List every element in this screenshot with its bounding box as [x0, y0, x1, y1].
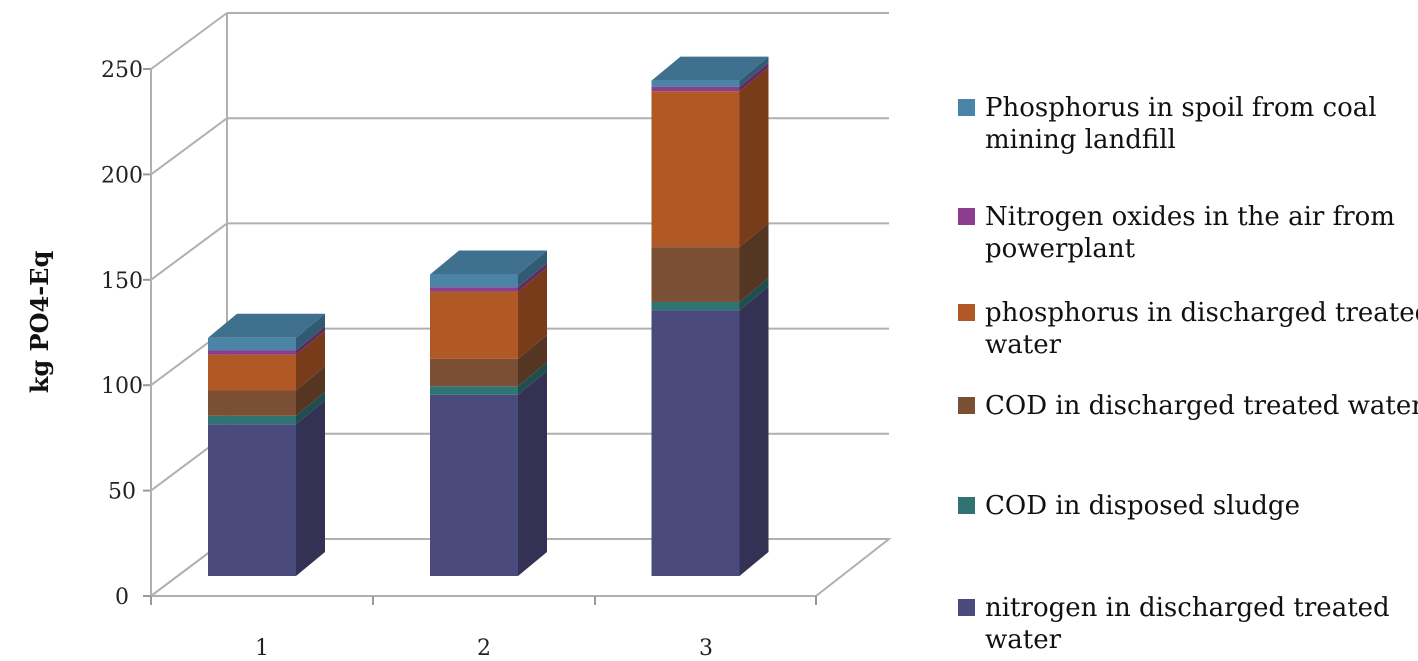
- bar-segment: [208, 354, 296, 391]
- gridline-side: [150, 117, 228, 176]
- bar-segment: [430, 287, 518, 292]
- bar-top-face: [208, 313, 325, 338]
- bar-segment-side: [518, 362, 547, 395]
- bar-segment-side: [739, 223, 769, 302]
- bar-segment-side: [296, 326, 325, 355]
- bar-segment: [430, 291, 518, 359]
- bars-layer: [208, 56, 769, 576]
- bar-top-face: [651, 56, 769, 81]
- bar-segment: [651, 247, 740, 302]
- gridline-side: [150, 12, 228, 70]
- bar-segment: [208, 337, 296, 351]
- bar-segment: [651, 80, 740, 87]
- bar-segment-side: [739, 67, 769, 248]
- bar-segment-side: [296, 391, 325, 425]
- gridline-side: [150, 222, 228, 281]
- y-tick-label: 150: [101, 269, 143, 294]
- legend-label: Nitrogen oxides in the air from powerpla…: [985, 202, 1395, 264]
- bar-top-face: [430, 250, 547, 275]
- bar-segment-side: [518, 370, 547, 576]
- legend-swatch: [958, 497, 975, 514]
- legend-label: COD in disposed sludge: [985, 491, 1300, 521]
- bar-segment-side: [296, 400, 325, 576]
- y-tick-label: 200: [101, 163, 143, 188]
- y-tick-label: 250: [101, 58, 143, 83]
- y-tick-label: 50: [108, 480, 136, 505]
- tick-labels: 0 50 100 150 200 250 1 2 3: [101, 58, 713, 661]
- legend-item: nitrogen in discharged treated water: [958, 592, 1418, 656]
- legend-item: Nitrogen oxides in the air from powerpla…: [958, 201, 1418, 265]
- x-tick-label: 2: [477, 636, 491, 661]
- bar-segment-side: [518, 263, 547, 292]
- bar-segment: [208, 390, 296, 416]
- bar-segment: [651, 301, 740, 311]
- x-tick-label: 3: [699, 636, 713, 661]
- legend-swatch: [958, 397, 975, 414]
- legend-swatch: [958, 99, 975, 116]
- axes-layer: [143, 68, 817, 605]
- bar-segment-side: [296, 313, 325, 351]
- chart-area: 0 50 100 150 200 250 1 2 3 kg PO4-Eq: [25, 12, 892, 661]
- bar-segment: [651, 86, 740, 92]
- legend-swatch: [958, 304, 975, 321]
- bar-segment-side: [739, 277, 769, 311]
- legend-item: Phosphorus in spoil from coal mining lan…: [958, 92, 1418, 156]
- bar-stack-3: [651, 56, 769, 576]
- legend-item: COD in disposed sludge: [958, 490, 1418, 522]
- bar-segment-side: [296, 366, 325, 416]
- bar-segment: [430, 386, 518, 395]
- bar-segment: [208, 415, 296, 425]
- bar-segment-side: [739, 62, 769, 92]
- bar-segment-side: [518, 250, 547, 288]
- y-tick-label: 0: [115, 585, 129, 610]
- legend-label: phosphorus in discharged treated water: [985, 298, 1418, 360]
- legend-swatch: [958, 599, 975, 616]
- bar-segment-side: [518, 334, 547, 387]
- legend-label: Phosphorus in spoil from coal mining lan…: [985, 93, 1377, 155]
- bar-segment-side: [518, 267, 547, 359]
- bar-segment: [651, 310, 740, 576]
- y-tick-label: 100: [101, 374, 143, 399]
- legend-swatch: [958, 208, 975, 225]
- bar-segment-side: [296, 330, 325, 391]
- y-axis-label: kg PO4-Eq: [25, 251, 54, 394]
- bar-segment: [208, 350, 296, 355]
- bar-stack-2: [430, 250, 547, 576]
- bar-segment-side: [739, 286, 769, 576]
- bar-segment: [430, 358, 518, 387]
- x-tick-label: 1: [255, 636, 269, 661]
- bar-segment: [430, 394, 518, 576]
- legend-label: nitrogen in discharged treated water: [985, 593, 1390, 655]
- bar-segment: [208, 424, 296, 576]
- bar-segment-side: [739, 56, 769, 87]
- legend-item: phosphorus in discharged treated water: [958, 297, 1418, 361]
- bar-segment: [651, 91, 740, 248]
- legend-label: COD in discharged treated water: [985, 391, 1418, 421]
- bar-stack-1: [208, 313, 325, 576]
- bar-segment: [430, 274, 518, 288]
- legend-item: COD in discharged treated water: [958, 390, 1418, 422]
